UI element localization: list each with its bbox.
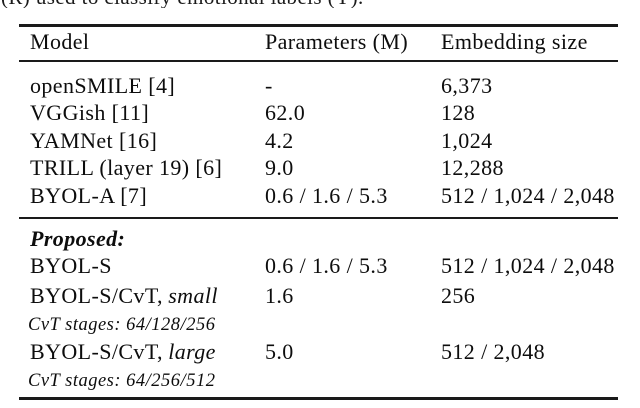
model-variant: small (168, 283, 218, 308)
table-bottom-rule (19, 397, 618, 400)
model-variant: large (168, 339, 216, 364)
table-mid-rule (19, 217, 618, 219)
table-row: BYOL-S 0.6 / 1.6 / 5.3 512 / 1,024 / 2,0… (0, 255, 640, 282)
embedding-value: 128 (441, 100, 476, 125)
table-header-rule (19, 60, 618, 62)
embedding-value: 6,373 (441, 73, 493, 98)
parameters-value: 0.6 / 1.6 / 5.3 (265, 183, 388, 208)
parameters-value: 5.0 (265, 339, 294, 364)
proposed-label: Proposed: (30, 226, 126, 251)
cvt-stages-note: CvT stages: 64/128/256 (28, 315, 216, 335)
model-name-cell: BYOL-S (30, 255, 117, 277)
embedding-value: 512 / 1,024 / 2,048 (441, 183, 615, 208)
table-row: BYOL-A [7] 0.6 / 1.6 / 5.3 512 / 1,024 /… (0, 185, 640, 212)
model-name: VGGish [11] (30, 100, 150, 125)
model-name: BYOL-S/CvT, (30, 283, 163, 308)
proposed-section-row: Proposed: (0, 228, 640, 255)
table-row: YAMNet [16] 4.2 1,024 (0, 130, 640, 157)
table-header-row: Model Parameters (M) Embedding size (0, 31, 640, 58)
caption-fragment: (R) used to classify emotional labels (Y… (1, 0, 561, 8)
parameters-value: 62.0 (265, 100, 306, 125)
table-row: VGGish [11] 62.0 128 (0, 102, 640, 129)
column-header-parameters: Parameters (M) (265, 29, 409, 54)
model-name: BYOL-S (30, 253, 112, 278)
caption-text: (R) used to classify emotional labels (Y… (1, 0, 364, 8)
parameters-value: 4.2 (265, 128, 294, 153)
parameters-value: 0.6 / 1.6 / 5.3 (265, 253, 388, 278)
model-name: YAMNet [16] (30, 128, 158, 153)
embedding-value: 256 (441, 283, 476, 308)
table-top-rule (19, 24, 618, 27)
model-name: BYOL-S/CvT, (30, 339, 163, 364)
embedding-value: 512 / 1,024 / 2,048 (441, 253, 615, 278)
parameters-value: 1.6 (265, 283, 294, 308)
embedding-value: 512 / 2,048 (441, 339, 546, 364)
table-row: BYOL-S/CvT, large 5.0 512 / 2,048 (0, 341, 640, 368)
model-name: openSMILE [4] (30, 73, 176, 98)
table-row: BYOL-S/CvT, small 1.6 256 (0, 285, 640, 312)
column-header-model: Model (30, 29, 90, 54)
model-name: BYOL-A [7] (30, 183, 148, 208)
cvt-stages-note: CvT stages: 64/256/512 (28, 371, 216, 391)
column-header-embedding: Embedding size (441, 29, 588, 54)
table-row: TRILL (layer 19) [6] 9.0 12,288 (0, 157, 640, 184)
embedding-value: 1,024 (441, 128, 493, 153)
cvt-stages-note-row: CvT stages: 64/128/256 (0, 316, 640, 340)
parameters-value: - (265, 73, 273, 98)
model-name-cell: BYOL-S/CvT, large (30, 341, 216, 363)
model-name-cell: BYOL-S/CvT, small (30, 285, 218, 307)
model-name: TRILL (layer 19) [6] (30, 155, 223, 180)
parameters-value: 9.0 (265, 155, 294, 180)
embedding-value: 12,288 (441, 155, 504, 180)
table-row: openSMILE [4] - 6,373 (0, 75, 640, 102)
cvt-stages-note-row: CvT stages: 64/256/512 (0, 372, 640, 396)
